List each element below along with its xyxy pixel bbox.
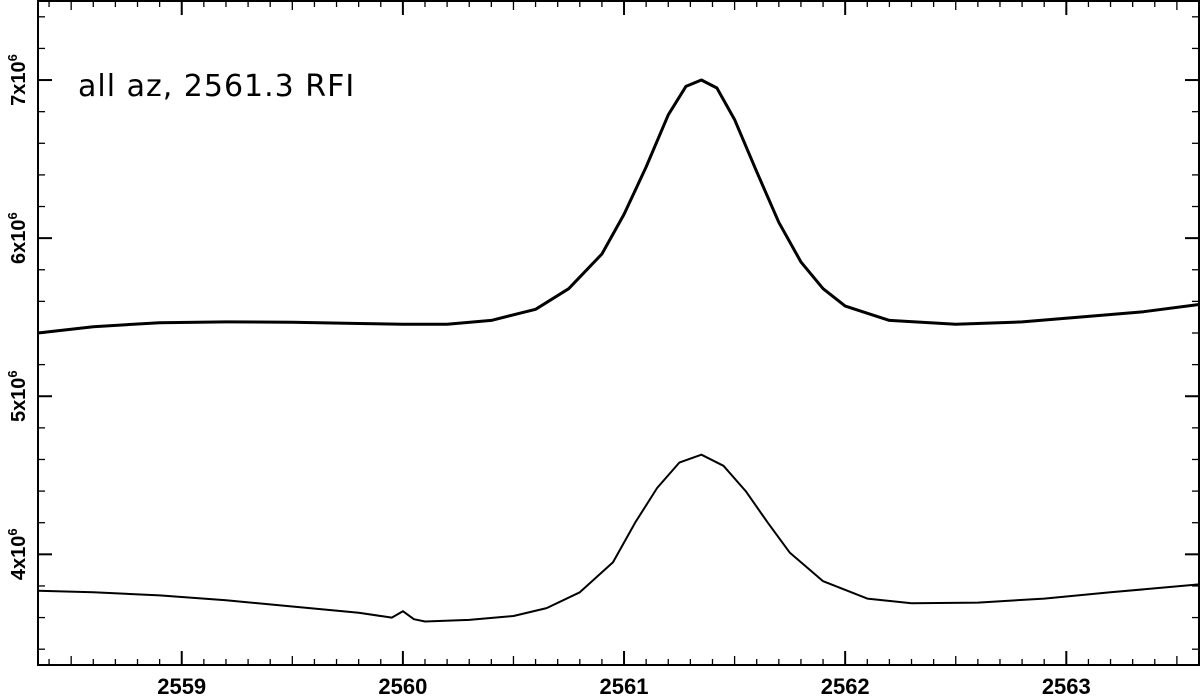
y-tick-label: 5x106 xyxy=(5,370,30,422)
x-tick-label: 2562 xyxy=(821,674,870,699)
x-tick-label: 2560 xyxy=(378,674,427,699)
x-tick-label: 2559 xyxy=(157,674,206,699)
series-lines xyxy=(37,78,1200,623)
plot-frame xyxy=(37,0,1200,666)
axis-ticks xyxy=(38,1,1200,665)
y-tick-label: 7x106 xyxy=(5,54,30,106)
chart-annotation: all az, 2561.3 RFI xyxy=(78,69,355,104)
y-tick-labels: 4x106 5x106 6x106 7x106 xyxy=(5,54,30,580)
x-tick-labels: 2559 2560 2561 2562 2563 xyxy=(157,674,1091,699)
series-line-1 xyxy=(37,78,1200,335)
series-line-2 xyxy=(37,453,1200,623)
x-tick-label: 2563 xyxy=(1042,674,1091,699)
y-tick-label: 4x106 xyxy=(5,528,30,580)
x-tick-label: 2561 xyxy=(600,674,649,699)
y-tick-label: 6x106 xyxy=(5,212,30,264)
